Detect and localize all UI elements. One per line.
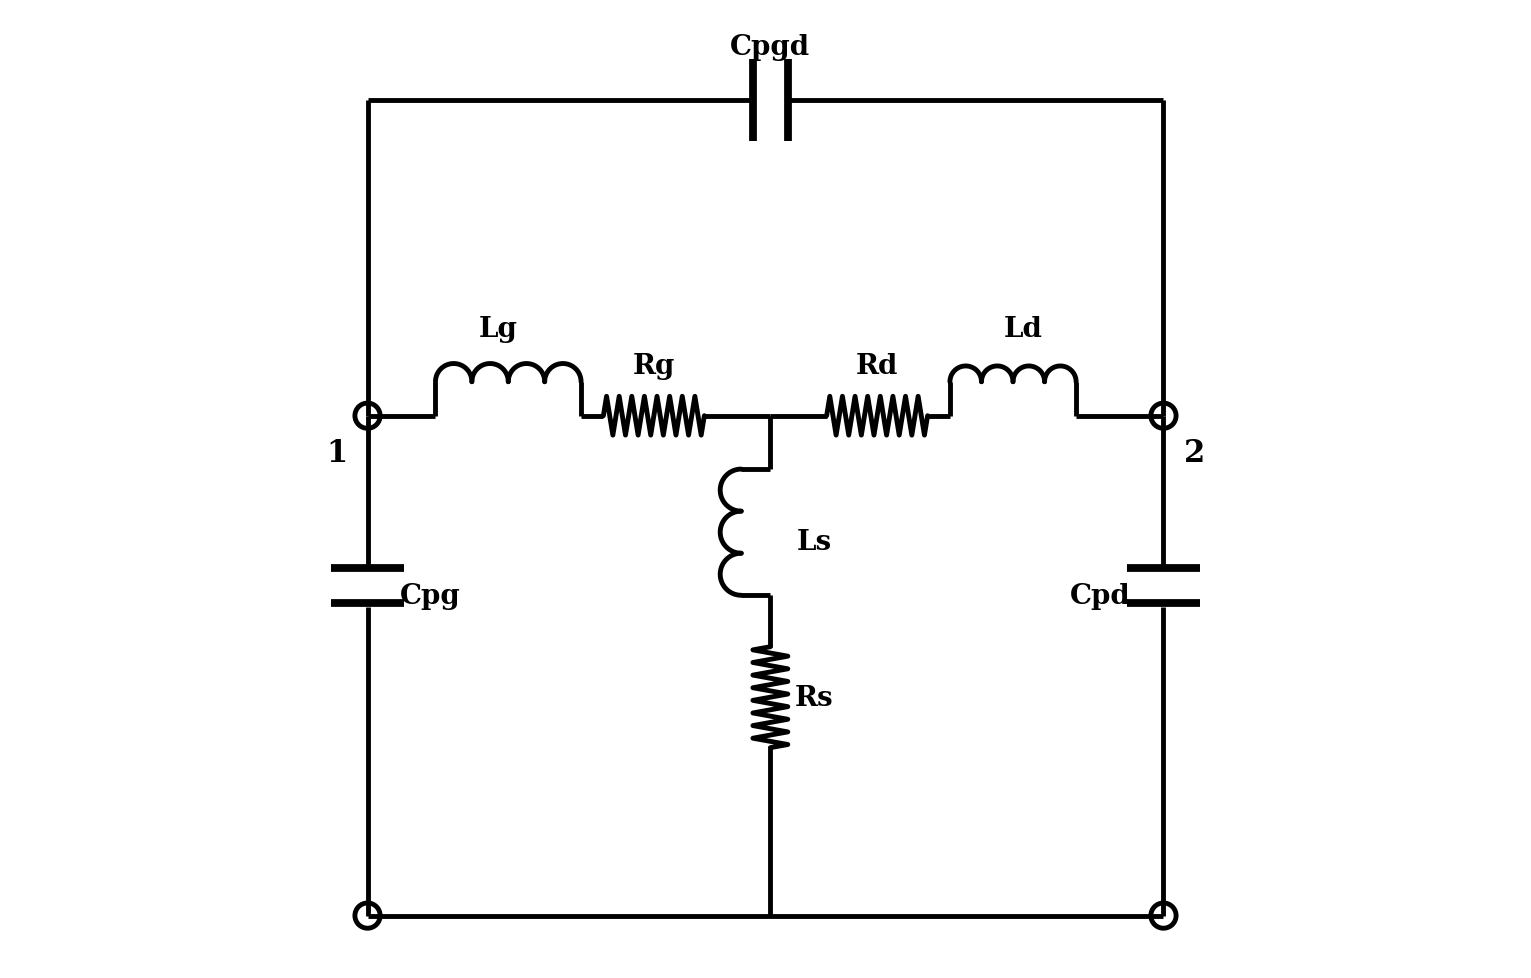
- Text: Rg: Rg: [632, 352, 675, 379]
- Text: Rd: Rd: [856, 352, 899, 379]
- Text: Ld: Ld: [1003, 316, 1043, 342]
- Text: Cpd: Cpd: [1070, 582, 1131, 609]
- Text: Ls: Ls: [796, 529, 831, 556]
- Text: Lg: Lg: [479, 316, 517, 342]
- Text: 1: 1: [326, 437, 348, 468]
- Text: Cpg: Cpg: [400, 582, 461, 609]
- Text: Cpgd: Cpgd: [730, 34, 810, 62]
- Text: Rs: Rs: [795, 684, 833, 711]
- Text: 2: 2: [1183, 437, 1205, 468]
